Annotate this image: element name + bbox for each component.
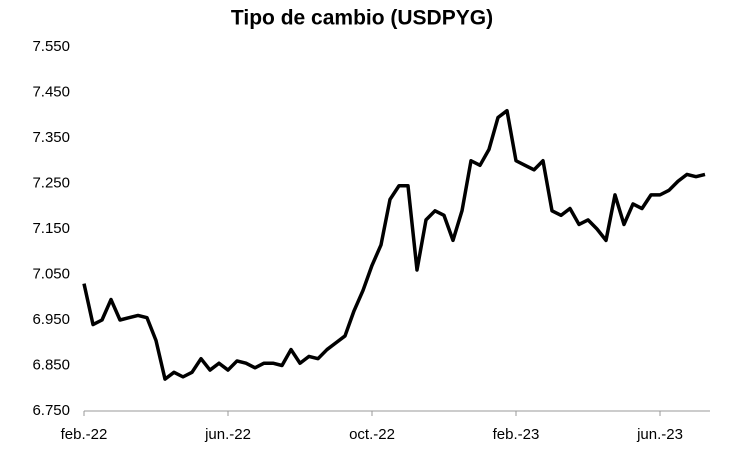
- y-tick-label: 7.450: [32, 83, 70, 100]
- chart-title: Tipo de cambio (USDPYG): [231, 7, 493, 30]
- y-tick-label: 6.950: [32, 311, 70, 328]
- y-tick-label: 7.050: [32, 265, 70, 282]
- x-tick-label: jun.-22: [204, 426, 251, 443]
- y-tick-label: 7.350: [32, 129, 70, 146]
- x-tick-label: feb.-23: [493, 426, 540, 443]
- y-tick-label: 7.150: [32, 220, 70, 237]
- x-tick-label: oct.-22: [349, 426, 395, 443]
- line: [82, 108, 706, 381]
- x-tick-label: jun.-23: [636, 426, 683, 443]
- y-tick-label: 7.550: [32, 38, 70, 55]
- y-tick-label: 6.750: [32, 402, 70, 419]
- y-tick-label: 6.850: [32, 356, 70, 373]
- x-tick-label: feb.-22: [61, 426, 108, 443]
- y-tick-label: 7.250: [32, 174, 70, 191]
